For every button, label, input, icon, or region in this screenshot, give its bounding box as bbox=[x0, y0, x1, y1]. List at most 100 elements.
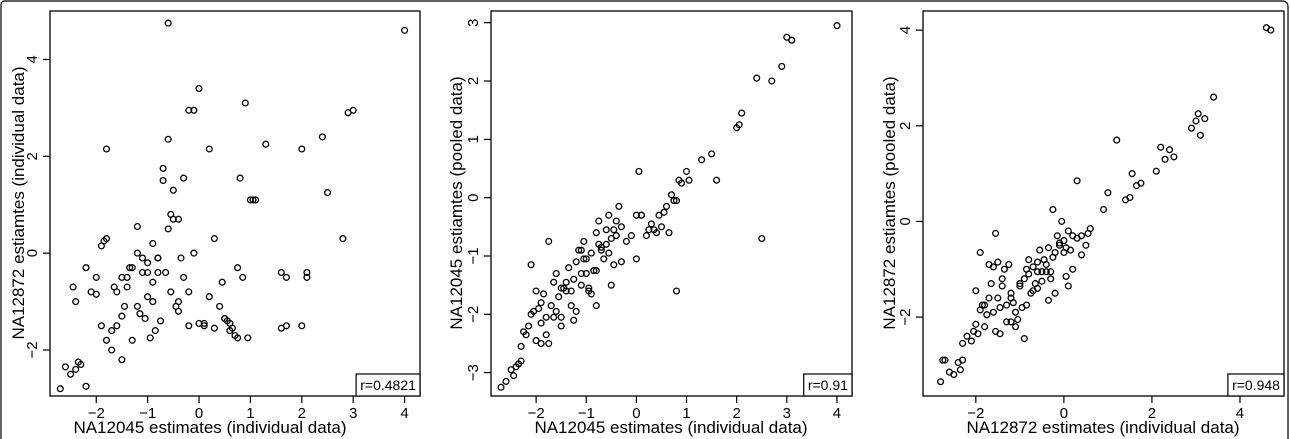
panel-2-point bbox=[635, 167, 643, 175]
panel-1-point bbox=[303, 273, 311, 281]
panel-2-point bbox=[753, 74, 761, 82]
panel-2-xtick-label: 1 bbox=[682, 405, 690, 422]
panel-2-point bbox=[645, 226, 653, 234]
panel-3-point bbox=[1033, 268, 1042, 276]
panel-1-point bbox=[120, 302, 129, 310]
panel-2-point bbox=[552, 269, 560, 278]
panel-2-point bbox=[667, 191, 676, 199]
panel-3-point bbox=[1060, 248, 1068, 257]
panel-3-point bbox=[963, 332, 971, 340]
panel-2-point bbox=[572, 307, 580, 315]
panel-3-point bbox=[1011, 308, 1020, 316]
panel-2-point bbox=[637, 211, 645, 219]
panel-2-point bbox=[597, 246, 605, 254]
panel-2-r-label-box bbox=[803, 373, 853, 397]
panel-2-point bbox=[542, 331, 550, 339]
panel-2-point bbox=[738, 109, 746, 117]
panel-3-point bbox=[972, 287, 980, 295]
panel-2-point bbox=[672, 287, 681, 295]
panel-3-point bbox=[1055, 241, 1064, 249]
panel-3-point bbox=[996, 330, 1004, 338]
panel-1-point bbox=[164, 19, 172, 27]
panel-2-point bbox=[632, 211, 640, 219]
panel-2-xtick-label: 0 bbox=[632, 405, 640, 422]
panel-1-point bbox=[149, 298, 157, 306]
panel-3-point bbox=[950, 370, 958, 379]
panel-2-xtick-label: 2 bbox=[733, 405, 741, 422]
panel-1-point bbox=[154, 254, 162, 262]
panel-1-point bbox=[123, 283, 131, 291]
panel-1-point bbox=[298, 322, 306, 330]
panel-2-point bbox=[595, 240, 603, 248]
panel-1-xtick-label: 0 bbox=[195, 405, 203, 422]
panel-3-point bbox=[1003, 301, 1011, 309]
panel-2-ytick-label: 2 bbox=[465, 77, 482, 85]
panel-2-point bbox=[557, 313, 565, 321]
panel-3-plot-frame bbox=[922, 10, 1285, 397]
panel-3-point bbox=[972, 320, 980, 328]
panel-3-point bbox=[956, 366, 964, 374]
panel-2-point bbox=[577, 269, 585, 278]
panel-2-point bbox=[590, 267, 598, 275]
panel-1-point bbox=[138, 254, 147, 262]
panel-2-point bbox=[670, 197, 678, 205]
panel-2-point bbox=[552, 307, 560, 315]
panel-1-point bbox=[205, 293, 213, 301]
panel-2-point bbox=[610, 226, 618, 234]
panel-3-point bbox=[1073, 234, 1081, 242]
panel-2-point bbox=[627, 232, 635, 240]
panel-1-point bbox=[249, 196, 257, 204]
panel-2-point bbox=[545, 237, 553, 245]
panel-3-point bbox=[1022, 301, 1031, 309]
panel-3-point bbox=[1157, 143, 1165, 151]
panel-3-point bbox=[987, 280, 995, 288]
panel-1-point bbox=[234, 334, 242, 342]
panel-3-point bbox=[1042, 268, 1050, 276]
panel-2-point bbox=[778, 62, 786, 70]
panel-1-point bbox=[185, 288, 193, 296]
panel-2-xtick-label: −1 bbox=[578, 405, 595, 422]
panel-1-point bbox=[159, 164, 167, 172]
panel-2-point bbox=[555, 293, 563, 301]
panel-1-point bbox=[69, 283, 77, 291]
panel-2-point bbox=[570, 275, 578, 283]
panel-1-point bbox=[282, 273, 290, 281]
panel-3-point bbox=[1047, 268, 1055, 276]
panel-2-point bbox=[592, 267, 600, 275]
panel-3-point bbox=[978, 301, 986, 309]
panel-2-point bbox=[580, 255, 588, 263]
panel-1-point bbox=[169, 186, 177, 194]
panel-1-ytick-label: 0 bbox=[24, 249, 41, 257]
panel-1-point bbox=[164, 225, 172, 233]
panel-2-xlabel: NA12045 estimates (individual data) bbox=[534, 418, 807, 437]
panel-1-r-label-box bbox=[355, 373, 421, 397]
panel-3-point bbox=[1165, 146, 1174, 154]
panel-1-point bbox=[144, 259, 152, 267]
panel-1-point bbox=[205, 145, 213, 153]
panel-2-xtick-label: 4 bbox=[833, 405, 841, 422]
panel-2-point bbox=[662, 202, 671, 210]
panel-2-point bbox=[522, 331, 530, 339]
panel-2-point bbox=[735, 121, 743, 129]
panel-3-point bbox=[1047, 275, 1055, 283]
panel-2-point bbox=[602, 240, 610, 248]
panel-2-point bbox=[592, 229, 600, 237]
panel-1-xtick-label: −1 bbox=[139, 405, 156, 422]
panel-1-point bbox=[61, 363, 69, 371]
panel-2-point bbox=[550, 278, 558, 286]
panel-1-ytick-label: 2 bbox=[24, 152, 41, 160]
panel-2-point bbox=[587, 290, 595, 298]
panel-2-point bbox=[600, 255, 608, 263]
panel-1-point bbox=[177, 254, 185, 262]
panel-3-point bbox=[1005, 260, 1013, 269]
panel-1-point bbox=[339, 235, 347, 243]
panel-1-point bbox=[133, 222, 141, 231]
panel-3-point bbox=[1053, 232, 1061, 240]
panel-1-point bbox=[195, 84, 203, 93]
panel-3-point bbox=[1064, 227, 1072, 235]
panel-3-point bbox=[1196, 131, 1204, 139]
panel-1-point bbox=[228, 324, 236, 332]
panel-2-point bbox=[587, 249, 595, 257]
panel-1-xtick-label: 4 bbox=[400, 405, 408, 422]
panel-2-point bbox=[562, 278, 570, 286]
